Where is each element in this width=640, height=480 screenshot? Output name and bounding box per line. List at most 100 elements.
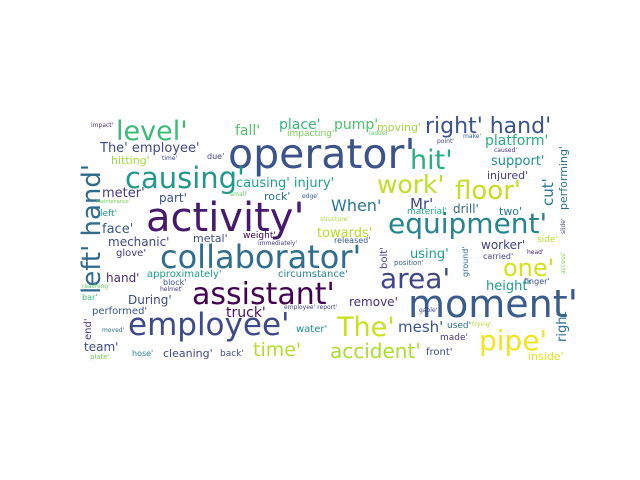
word-team: team' — [84, 340, 119, 354]
word-impact: impact' — [91, 122, 114, 129]
word-bolt: bolt' — [379, 247, 390, 269]
word-hose: hose' — [132, 349, 154, 358]
word-released: released' — [334, 236, 371, 245]
word-part: part' — [159, 191, 187, 205]
word-fall: fall' — [235, 123, 261, 139]
word-causing-big: causing' — [125, 161, 246, 195]
word-level: level' — [116, 116, 188, 147]
word-performed: performed' — [92, 306, 148, 317]
word-structure: structure' — [320, 216, 349, 223]
word-collaborator: collaborator' — [160, 238, 362, 276]
word-immediately: immediately' — [258, 240, 298, 247]
word-hand: hand' — [106, 271, 140, 285]
word-cleaning: cleaning' — [163, 347, 213, 360]
word-ground: ground' — [461, 246, 470, 277]
word-weight: weight' — [243, 231, 276, 241]
word-when: When' — [331, 196, 382, 215]
word-cloud: operator' activity' moment' employee' as… — [80, 114, 577, 367]
word-side: side' — [537, 235, 558, 245]
word-slide: slide' — [560, 218, 567, 234]
word-inside: inside' — [528, 350, 564, 363]
word-hit: hit' — [410, 145, 453, 176]
word-employee: employee' — [128, 307, 290, 343]
word-make: make' — [463, 133, 482, 140]
word-left-small: left' — [100, 209, 118, 219]
word-front: front' — [426, 347, 453, 358]
word-end: end' — [83, 318, 94, 340]
word-truck: truck' — [226, 305, 266, 321]
word-drill: drill' — [453, 202, 479, 216]
word-area: area' — [380, 262, 451, 295]
word-rock: rock' — [264, 190, 291, 203]
word-right-small: right' — [555, 307, 570, 342]
word-during: During' — [128, 293, 172, 307]
word-gable: gable' — [419, 307, 438, 314]
word-activity: activity' — [146, 195, 305, 241]
word-ladder: ladder' — [369, 130, 390, 137]
word-small: small' — [230, 191, 248, 198]
word-worker: worker' — [481, 238, 526, 252]
word-time: time' — [253, 339, 302, 361]
word-moving: moving' — [377, 121, 421, 134]
word-work: work' — [377, 170, 445, 199]
word-reaching: reaching' — [82, 283, 110, 290]
word-floor: floor' — [455, 176, 522, 206]
word-trying: trying' — [472, 321, 492, 328]
word-remove: remove' — [349, 295, 398, 309]
word-plate: plate' — [90, 353, 110, 361]
word-maintenance: maintenance' — [96, 199, 131, 205]
word-metal: metal' — [193, 232, 228, 245]
word-equipment: equipment' — [388, 207, 548, 240]
word-injured: injured' — [487, 169, 529, 182]
word-accident: accident' — [330, 339, 421, 363]
word-causing-injury: causing' injury' — [236, 176, 335, 191]
word-face: face' — [102, 222, 134, 237]
word-head: head' — [527, 249, 544, 256]
word-position: position' — [394, 259, 424, 267]
word-mechanic: mechanic' — [108, 235, 170, 249]
word-bar: bar' — [82, 293, 98, 302]
word-water: water' — [296, 324, 328, 335]
word-time-tiny: time' — [162, 155, 178, 162]
word-height: height' — [486, 279, 532, 294]
word-circumstance: circumstance' — [278, 269, 348, 280]
word-helmet: helmet' — [160, 286, 183, 293]
word-glove: glove' — [116, 248, 147, 259]
word-made: made' — [440, 333, 469, 343]
word-caused: caused' — [494, 147, 518, 154]
word-one: one' — [503, 254, 555, 282]
word-assistant: assistant' — [192, 277, 335, 312]
word-point: point' — [437, 138, 454, 145]
word-hitting: hitting' — [111, 154, 150, 167]
word-finger: finger' — [524, 277, 550, 286]
word-back: back' — [220, 349, 244, 359]
word-towards: towards' — [317, 226, 373, 241]
word-due: due' — [207, 152, 225, 161]
word-two: two' — [499, 205, 523, 218]
word-cut: cut' — [539, 178, 557, 206]
word-impacting: impacting' — [287, 129, 335, 139]
word-mesh: mesh' — [398, 318, 444, 336]
word-used: used' — [447, 321, 472, 331]
word-support: support' — [491, 154, 545, 169]
word-place: place' — [279, 117, 321, 133]
word-the-employee: The' employee' — [100, 141, 200, 156]
word-the-big: The' — [337, 312, 395, 343]
word-approximately: approximately' — [147, 269, 222, 280]
word-platform: platform' — [485, 133, 549, 149]
word-block: block' — [163, 278, 187, 287]
word-using: using' — [410, 247, 449, 262]
word-carried: carried' — [483, 252, 514, 261]
word-meter: meter' — [102, 186, 145, 201]
word-moved: moved' — [102, 327, 125, 334]
word-material: material' — [407, 207, 448, 217]
word-moment: moment' — [408, 282, 577, 326]
word-operator: operator' — [228, 130, 416, 178]
word-performing: performing' — [557, 146, 570, 210]
word-pump: pump' — [334, 117, 379, 133]
word-access: access' — [560, 252, 567, 274]
word-right-hand: right' hand' — [425, 114, 552, 139]
word-mr: Mr' — [410, 195, 434, 213]
word-pipe: pipe' — [479, 324, 548, 357]
word-employee-report: employee' report' — [284, 304, 338, 311]
